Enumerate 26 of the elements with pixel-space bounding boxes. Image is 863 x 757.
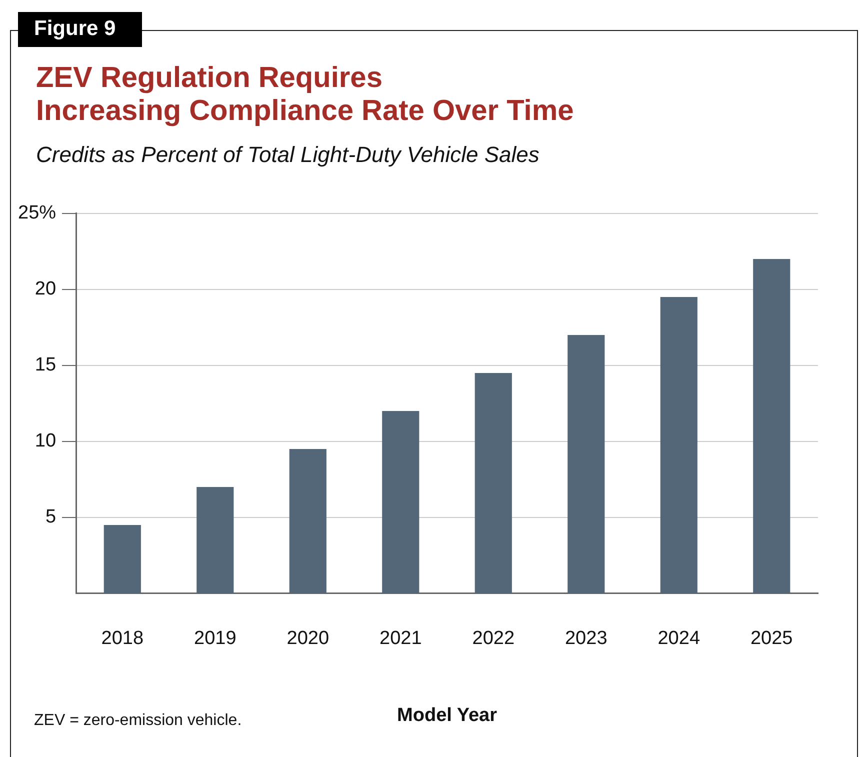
x-tick-label: 2023 [564, 628, 608, 650]
chart-subtitle: Credits as Percent of Total Light-Duty Vehicle Sales [36, 142, 540, 168]
y-tick-label: 15 [34, 354, 56, 376]
bar [289, 449, 326, 594]
text: ZEV = zero-emission vehicle. [34, 712, 242, 730]
x-tick-label: 2024 [658, 628, 700, 650]
x-tick-label: 2021 [380, 628, 422, 650]
x-tick-label: 2022 [472, 628, 515, 650]
bar [474, 373, 512, 594]
y-tick-label: 25% [18, 202, 56, 224]
bar [753, 259, 790, 594]
x-tick-label: 2020 [286, 628, 330, 650]
bar [196, 487, 234, 594]
bar [382, 411, 420, 594]
y-tick-label: 5 [45, 506, 56, 528]
x-tick-label: 2018 [101, 628, 144, 650]
bar [660, 297, 698, 594]
x-axis-title: Model Year [397, 704, 498, 726]
y-tick-label: 10 [34, 430, 56, 452]
x-tick-label: 2025 [750, 628, 793, 650]
caption: Figure 9 [18, 12, 142, 47]
chart-title: ZEV Regulation Requires Increasing Compliance Rate Over Time [36, 62, 574, 128]
bar [104, 525, 141, 594]
y-tick-label: 20 [34, 278, 56, 300]
bar [568, 335, 605, 594]
x-tick-label: 2019 [194, 628, 236, 650]
